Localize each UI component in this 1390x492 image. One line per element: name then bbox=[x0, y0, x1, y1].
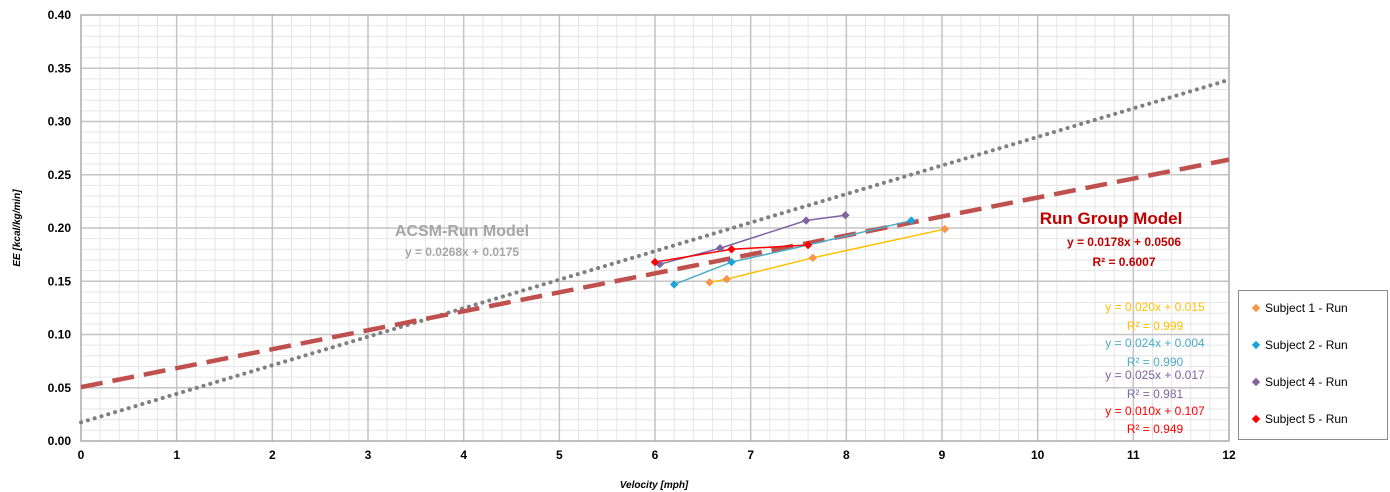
series-line-1 bbox=[709, 228, 946, 284]
legend-item-subject-1: Subject 1 - Run bbox=[1251, 301, 1348, 315]
y-tick-label: 0.40 bbox=[48, 8, 72, 22]
subject1-fit-equation: y = 0.020x + 0.015 bbox=[1105, 300, 1205, 314]
diamond-marker-icon bbox=[1251, 377, 1261, 387]
x-tick-label: 10 bbox=[1031, 448, 1045, 462]
data-point bbox=[715, 244, 725, 253]
x-tick-label: 0 bbox=[78, 448, 85, 462]
x-tick-label: 4 bbox=[460, 448, 467, 462]
tick-labels: 0 1 2 3 4 5 6 7 8 9 10 11 120.000.050.100.150.200.25… bbox=[48, 8, 1236, 462]
data-point bbox=[705, 278, 714, 287]
x-tick-label: 6 bbox=[652, 448, 659, 462]
x-axis-title: Velocity [mph] bbox=[620, 480, 689, 491]
data-point bbox=[727, 257, 736, 267]
data-point bbox=[907, 216, 916, 225]
data-point bbox=[727, 245, 736, 254]
acsm-model-line bbox=[79, 77, 1231, 425]
y-tick-label: 0.20 bbox=[48, 221, 72, 235]
x-tick-label: 3 bbox=[365, 448, 372, 462]
acsm-model-equation: y = 0.0268x + 0.0175 bbox=[405, 245, 519, 259]
y-tick-label: 0.10 bbox=[48, 328, 72, 342]
legend-label: Subject 5 - Run bbox=[1265, 412, 1348, 426]
plot-border bbox=[80, 14, 1230, 442]
diamond-marker-icon bbox=[1251, 414, 1261, 424]
legend-label: Subject 4 - Run bbox=[1265, 375, 1348, 389]
data-point bbox=[650, 257, 660, 267]
x-tick-label: 11 bbox=[1127, 448, 1140, 462]
y-tick-label: 0.05 bbox=[48, 381, 72, 395]
group-model-title: Run Group Model bbox=[1040, 209, 1183, 228]
diamond-marker-icon bbox=[1251, 303, 1261, 313]
x-tick-label: 9 bbox=[939, 448, 946, 462]
diamond-marker-icon bbox=[1251, 340, 1261, 350]
data-point bbox=[722, 274, 731, 284]
legend-item-subject-4: Subject 4 - Run bbox=[1251, 375, 1348, 389]
legend-label: Subject 2 - Run bbox=[1265, 338, 1348, 352]
data-point bbox=[940, 224, 950, 234]
y-tick-label: 0.25 bbox=[48, 168, 72, 182]
subject4-fit-r2: R² = 0.981 bbox=[1127, 387, 1184, 401]
legend-label: Subject 1 - Run bbox=[1265, 301, 1348, 315]
subject2-fit-r2: R² = 0.990 bbox=[1127, 355, 1184, 369]
data-point bbox=[669, 280, 679, 289]
y-axis-title: EE [kcal/kg/min] bbox=[12, 189, 23, 267]
y-tick-label: 0.15 bbox=[48, 274, 72, 288]
legend-item-subject-2: Subject 2 - Run bbox=[1251, 338, 1348, 352]
legend: Subject 1 - Run Subject 2 - Run Subject … bbox=[1238, 290, 1388, 440]
subject4-fit-equation: y = 0.025x + 0.017 bbox=[1105, 368, 1205, 382]
plot-frame bbox=[80, 14, 1230, 442]
legend-item-subject-5: Subject 5 - Run bbox=[1251, 412, 1348, 426]
model-lines bbox=[79, 77, 1231, 425]
x-tick-label: 5 bbox=[556, 448, 563, 462]
subject2-fit-equation: y = 0.024x + 0.004 bbox=[1105, 336, 1205, 350]
x-tick-label: 8 bbox=[843, 448, 850, 462]
x-tick-label: 1 bbox=[173, 448, 180, 462]
data-point bbox=[808, 253, 818, 263]
x-tick-label: 7 bbox=[747, 448, 754, 462]
series-points bbox=[650, 211, 950, 289]
subject5-fit-r2: R² = 0.949 bbox=[1127, 422, 1184, 436]
acsm-model-title: ACSM-Run Model bbox=[395, 223, 529, 240]
subject5-fit-equation: y = 0.010x + 0.107 bbox=[1105, 404, 1205, 418]
data-point bbox=[841, 211, 850, 220]
x-tick-label: 2 bbox=[269, 448, 276, 462]
group-model-equation: y = 0.0178x + 0.0506 bbox=[1067, 235, 1181, 249]
series-line-2 bbox=[673, 219, 912, 286]
series-lines bbox=[654, 214, 946, 286]
group-model-line bbox=[80, 157, 1230, 390]
subject1-fit-r2: R² = 0.999 bbox=[1127, 319, 1184, 333]
y-tick-label: 0.00 bbox=[48, 434, 72, 448]
group-model-r2: R² = 0.6007 bbox=[1092, 255, 1155, 269]
x-tick-label: 12 bbox=[1222, 448, 1236, 462]
data-point bbox=[801, 216, 811, 225]
y-tick-label: 0.30 bbox=[48, 115, 72, 129]
y-tick-label: 0.35 bbox=[48, 61, 72, 75]
data-point bbox=[803, 240, 813, 250]
